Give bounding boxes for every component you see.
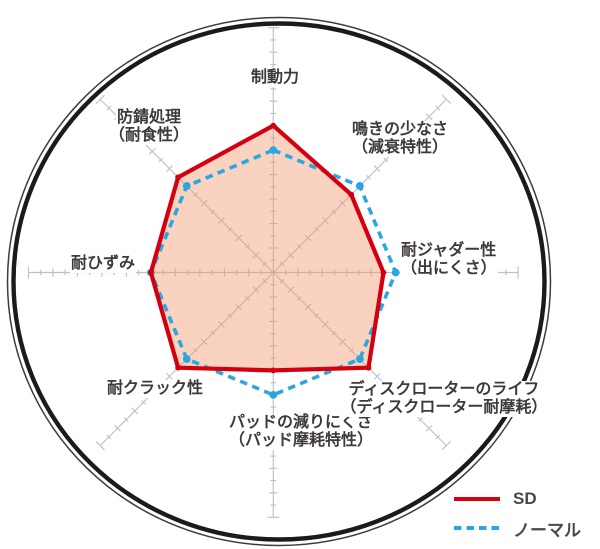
axis-label-strain-text: 耐ひずみ <box>69 255 136 273</box>
legend-swatch-sd-solid-line <box>454 497 500 501</box>
axis-label-rust: 防錆処理 （耐食性） <box>69 109 229 145</box>
series-sd-line <box>148 122 387 374</box>
legend-item-sd: SD <box>453 489 581 509</box>
axis-label-braking-text: 制動力 <box>249 69 300 87</box>
axis-label-judder: 耐ジャダー性 （出にくさ） <box>400 242 540 278</box>
axis-label-squeal-line1: 鳴きの少なさ <box>350 121 449 139</box>
legend-swatch-normal-dashed-line <box>454 526 500 530</box>
axis-label-crack: 耐クラック性 <box>75 380 235 398</box>
axis-label-rotor-life-line2: （ディスクローター耐摩耗） <box>339 399 549 417</box>
axis-label-strain: 耐ひずみ <box>43 255 163 273</box>
axis-label-squeal: 鳴きの少なさ （減衰特性） <box>320 121 480 157</box>
axis-label-rotor-life-line1: ディスクローターのライフ <box>347 381 541 399</box>
legend-label-normal: ノーマル <box>513 520 581 540</box>
axis-label-judder-line2: （出にくさ） <box>400 260 498 278</box>
legend-item-normal: ノーマル <box>453 518 581 540</box>
axis-label-pad-wear: パッドの減りにくさ （パッド摩耗特性） <box>228 414 408 450</box>
outer-ring <box>6 16 552 547</box>
legend: SD ノーマル <box>453 489 581 540</box>
axis-label-rust-line1: 防錆処理 <box>115 109 182 127</box>
series-sd-fill <box>150 125 384 371</box>
legend-label-sd: SD <box>513 489 537 508</box>
axis-label-braking: 制動力 <box>215 69 335 87</box>
axis-label-pad-wear-line1: パッドの減りにくさ <box>228 414 374 432</box>
axis-label-rotor-life: ディスクローターのライフ （ディスクローター耐摩耗） <box>334 381 554 417</box>
axis-label-rust-line2: （耐食性） <box>107 127 190 145</box>
axis-label-crack-text: 耐クラック性 <box>105 380 204 398</box>
axis-label-judder-line1: 耐ジャダー性 <box>400 242 498 260</box>
axis-label-squeal-line2: （減衰特性） <box>350 139 449 157</box>
axis-label-pad-wear-line2: （パッド摩耗特性） <box>228 432 375 450</box>
